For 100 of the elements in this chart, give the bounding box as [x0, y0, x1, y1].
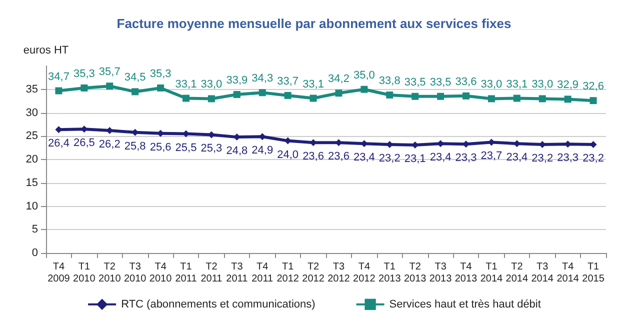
x-tick-label: T3 2010 — [124, 262, 147, 284]
data-label: 23,6 — [328, 150, 350, 163]
y-tick-label: 5 — [32, 224, 38, 236]
x-tick-label: T2 2012 — [302, 262, 325, 284]
x-tick-label: T3 2013 — [429, 262, 452, 284]
data-label: 24,0 — [277, 148, 299, 161]
point — [182, 94, 190, 102]
x-tick-label: T2 2014 — [506, 262, 528, 284]
data-label: 23,2 — [582, 152, 604, 165]
x-tick-label: T1 2014 — [480, 262, 504, 284]
point — [284, 92, 292, 99]
data-label: 23,3 — [557, 152, 579, 164]
data-label: 33,7 — [277, 75, 299, 88]
point — [208, 95, 215, 102]
x-tick-label: T4 2012 — [353, 262, 376, 284]
data-label: 25,6 — [150, 141, 172, 154]
x-tick-label: T1 2012 — [276, 262, 300, 284]
y-tick-label: 20 — [26, 154, 38, 166]
point — [132, 88, 139, 96]
x-tick-label: T3 2014 — [531, 262, 554, 284]
y-axis-title: euros HT — [23, 44, 69, 56]
data-label: 23,4 — [430, 152, 452, 164]
legend-label: RTC (abonnements et communications) — [121, 298, 316, 310]
point — [412, 92, 419, 100]
point — [538, 95, 546, 102]
x-tick-label: T4 2013 — [454, 262, 478, 284]
point — [55, 87, 62, 94]
y-tick-label: 15 — [26, 176, 38, 189]
y-tick-label: 25 — [26, 130, 38, 142]
data-label: 25,5 — [175, 142, 197, 154]
data-label: 23,4 — [353, 152, 375, 164]
x-tick-label: T1 2011 — [175, 262, 198, 284]
x-tick-label: T4 2009 — [48, 262, 70, 284]
data-label: 33,0 — [200, 78, 222, 91]
data-label: 23,4 — [506, 152, 528, 164]
data-label: 24,9 — [252, 144, 274, 157]
data-label: 25,8 — [124, 140, 146, 152]
x-tick-label: T2 2010 — [98, 262, 122, 284]
data-label: 35,3 — [150, 68, 172, 80]
x-tick-label: T1 2015 — [582, 262, 605, 284]
point — [590, 97, 597, 104]
data-label: 33,1 — [175, 78, 197, 90]
data-label: 23,2 — [378, 152, 400, 165]
data-label: 33,0 — [480, 78, 502, 91]
data-label: 33,5 — [430, 76, 452, 88]
data-label: 33,6 — [455, 76, 477, 88]
point — [513, 94, 520, 102]
x-tick-label: T4 2010 — [149, 262, 172, 284]
point — [462, 92, 470, 100]
legend-label: Services haut et très haut débit — [389, 298, 541, 310]
point — [182, 130, 190, 138]
data-label: 32,6 — [582, 80, 604, 93]
data-label: 33,9 — [226, 74, 248, 87]
data-label: 23,1 — [404, 153, 426, 166]
data-label: 26,4 — [48, 138, 70, 150]
point — [360, 86, 368, 93]
x-tick-label: T1 2013 — [378, 262, 402, 284]
point — [335, 90, 342, 97]
point — [233, 91, 240, 98]
data-label: 33,5 — [404, 76, 426, 88]
data-label: 33,0 — [532, 78, 554, 91]
x-tick-label: T2 2011 — [200, 262, 223, 284]
point — [106, 82, 114, 90]
data-label: 25,3 — [200, 142, 222, 155]
y-tick-label: 0 — [32, 247, 38, 259]
point — [462, 140, 470, 148]
data-label: 33,1 — [302, 78, 324, 90]
data-label: 35,0 — [353, 69, 375, 82]
data-label: 35,7 — [98, 66, 120, 78]
chart-title: Facture moyenne mensuelle par abonnement aux services fixes — [116, 16, 512, 31]
x-tick-label: T1 2010 — [73, 262, 96, 284]
point — [258, 89, 266, 96]
point — [157, 84, 164, 92]
data-label: 23,3 — [455, 152, 477, 164]
data-label: 34,2 — [328, 73, 350, 86]
x-tick-label: T4 2014 — [556, 262, 580, 284]
data-label: 33,1 — [506, 78, 528, 90]
x-tick-label: T3 2012 — [328, 262, 350, 284]
y-tick-label: 10 — [26, 200, 38, 212]
point — [386, 91, 394, 98]
data-label: 34,3 — [252, 72, 274, 85]
y-tick-label: 35 — [26, 83, 38, 96]
x-tick-label: T4 2011 — [252, 262, 274, 284]
data-label: 32,9 — [557, 79, 579, 92]
data-label: 24,8 — [226, 145, 248, 158]
y-tick-label: 30 — [26, 106, 38, 119]
point — [80, 84, 88, 92]
point — [564, 96, 572, 103]
x-tick-label: T3 2011 — [226, 262, 248, 284]
data-label: 34,5 — [124, 72, 146, 84]
point — [488, 95, 495, 102]
data-label: 26,5 — [73, 137, 95, 150]
data-label: 23,2 — [532, 152, 554, 165]
point — [310, 94, 317, 102]
x-tick-label: T2 2013 — [404, 262, 427, 284]
data-label: 23,6 — [302, 150, 324, 163]
point — [437, 92, 444, 100]
data-label: 26,2 — [98, 138, 120, 151]
data-label: 23,7 — [480, 150, 502, 162]
data-label: 33,8 — [378, 74, 400, 87]
